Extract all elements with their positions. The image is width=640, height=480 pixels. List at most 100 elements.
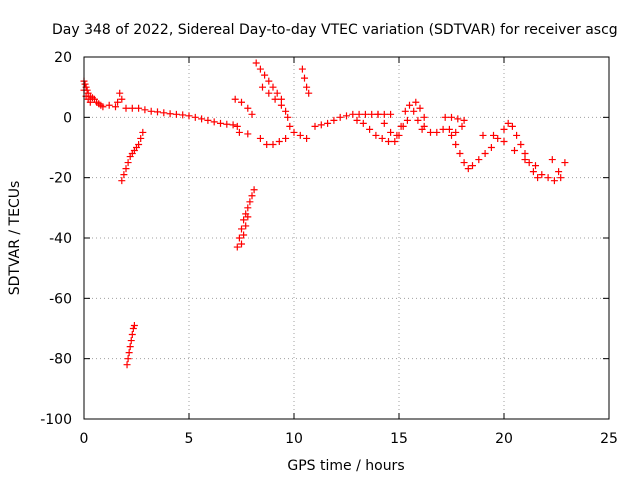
data-point xyxy=(233,122,241,130)
x-tick-label: 15 xyxy=(390,431,408,447)
x-tick-label: 10 xyxy=(285,431,303,447)
data-point xyxy=(454,115,462,123)
data-point xyxy=(130,321,138,329)
y-tick-label: -80 xyxy=(49,352,72,368)
data-point xyxy=(481,150,489,158)
data-point xyxy=(387,128,395,136)
data-point xyxy=(401,107,409,115)
data-point xyxy=(233,243,241,251)
series-main-band-1 xyxy=(99,89,241,130)
data-point xyxy=(256,65,264,73)
data-point xyxy=(166,110,174,118)
data-point xyxy=(557,174,565,182)
series-steep-arc xyxy=(233,186,258,251)
data-point xyxy=(263,140,271,148)
data-point xyxy=(217,119,224,127)
data-point xyxy=(290,128,298,136)
data-point xyxy=(349,110,357,118)
data-point xyxy=(116,89,124,97)
data-point xyxy=(414,116,422,124)
data-point xyxy=(128,331,136,339)
data-point xyxy=(538,171,546,179)
data-point xyxy=(464,165,472,173)
data-point xyxy=(135,140,143,148)
data-point xyxy=(469,162,476,170)
data-point xyxy=(511,147,518,155)
data-point xyxy=(124,159,132,167)
data-point xyxy=(366,125,374,133)
data-point xyxy=(238,98,245,106)
data-point xyxy=(122,165,130,173)
data-point xyxy=(244,104,252,112)
data-point xyxy=(544,174,552,182)
x-tick-label: 5 xyxy=(185,431,194,447)
data-point xyxy=(238,240,245,248)
data-point xyxy=(81,80,89,88)
data-point xyxy=(141,106,149,114)
data-point xyxy=(403,116,411,124)
data-point xyxy=(112,103,119,111)
data-point xyxy=(368,110,376,118)
data-point xyxy=(191,113,199,121)
data-point xyxy=(460,159,468,167)
data-point xyxy=(410,107,418,115)
data-point xyxy=(129,325,137,332)
y-tick-label: -60 xyxy=(49,291,72,307)
x-tick-label: 0 xyxy=(80,431,89,447)
data-point xyxy=(128,104,136,112)
data-point xyxy=(458,122,466,130)
data-point xyxy=(105,101,113,109)
data-point xyxy=(550,177,558,185)
data-point xyxy=(385,137,392,145)
data-point xyxy=(277,101,285,109)
data-point xyxy=(445,125,453,133)
data-point xyxy=(137,134,145,142)
data-point xyxy=(244,130,252,138)
data-point xyxy=(122,104,130,112)
data-point xyxy=(391,137,399,145)
data-point xyxy=(231,95,239,103)
data-point xyxy=(353,116,361,124)
data-point xyxy=(244,213,252,221)
plot-frame xyxy=(83,56,610,420)
data-point xyxy=(416,104,424,112)
data-point xyxy=(500,125,508,133)
data-point xyxy=(397,122,405,130)
data-point xyxy=(548,156,556,164)
data-point xyxy=(561,159,569,167)
y-tick-label: -100 xyxy=(40,412,72,428)
data-point xyxy=(240,216,248,224)
data-point xyxy=(244,204,252,212)
axis-ticks: 0 5 10 15 20 25 -100 -80 -60 -40 -20 0 20 xyxy=(40,50,618,447)
data-point xyxy=(252,59,260,67)
data-point xyxy=(125,349,133,357)
data-point xyxy=(282,134,290,142)
data-point xyxy=(490,131,497,139)
data-point xyxy=(124,355,132,363)
x-axis-label: GPS time / hours xyxy=(287,458,404,474)
data-point xyxy=(420,122,428,130)
data-point xyxy=(448,113,455,121)
data-point xyxy=(250,186,258,194)
data-point xyxy=(517,140,525,148)
data-point xyxy=(198,115,206,123)
data-point xyxy=(343,112,350,120)
data-point xyxy=(210,118,218,126)
data-point xyxy=(160,109,168,117)
data-point xyxy=(127,337,135,345)
data-point xyxy=(494,134,502,142)
data-point xyxy=(256,134,264,142)
data-point xyxy=(508,122,516,130)
data-point xyxy=(248,110,256,118)
data-point xyxy=(475,156,483,164)
data-point xyxy=(265,77,273,85)
data-point xyxy=(317,121,325,129)
x-tick-label: 25 xyxy=(600,431,618,447)
data-point xyxy=(521,156,529,164)
data-point xyxy=(282,107,290,115)
data-point xyxy=(120,171,128,179)
data-point xyxy=(284,113,292,121)
data-point xyxy=(179,111,187,119)
data-point xyxy=(513,131,521,139)
